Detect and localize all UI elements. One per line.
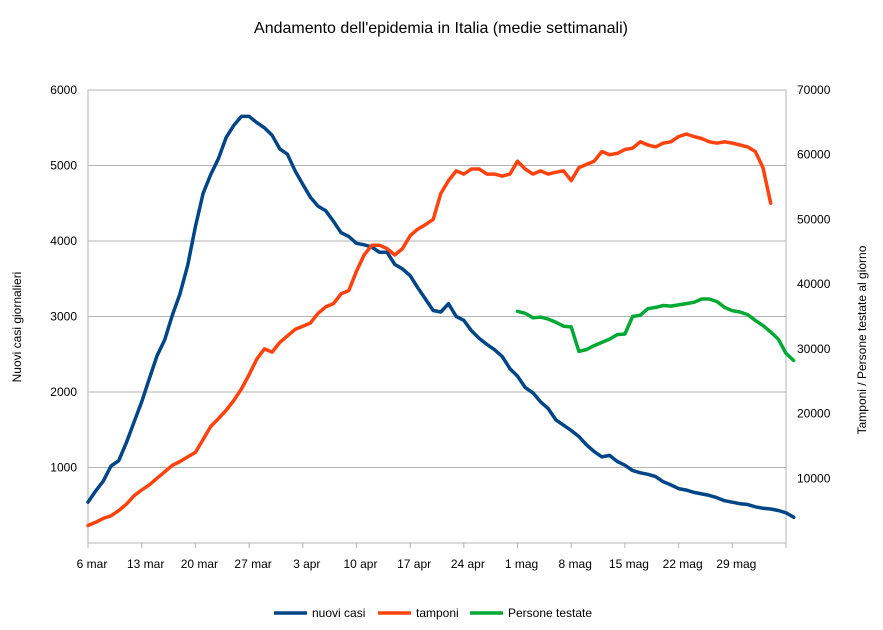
x-tick-label: 22 mag — [663, 557, 703, 571]
left-axis-ticks: 6000 5000 4000 3000 2000 1000 — [50, 83, 77, 475]
x-tick-label: 10 apr — [343, 557, 377, 571]
right-tick-label: 70000 — [797, 83, 831, 97]
chart-title: Andamento dell'epidemia in Italia (medie… — [254, 20, 628, 37]
x-tick-label: 13 mar — [127, 557, 164, 571]
left-tick-label: 2000 — [50, 385, 77, 399]
x-tick-label: 1 mag — [505, 557, 538, 571]
legend-label: Persone testate — [508, 606, 592, 620]
legend-label: nuovi casi — [312, 606, 365, 620]
left-tick-label: 4000 — [50, 234, 77, 248]
right-tick-label: 50000 — [797, 212, 831, 226]
x-axis-ticks: 6 mar 13 mar 20 mar 27 mar 3 apr 10 apr 17 apr… — [77, 543, 787, 571]
legend: nuovi casi tamponi Persone testate — [274, 606, 592, 620]
right-axis-ticks: 70000 60000 50000 40000 30000 20000 10000 — [797, 83, 831, 485]
x-tick-label: 6 mar — [77, 557, 108, 571]
right-axis-title: Tamponi / Persone testate al giorno — [855, 245, 869, 434]
right-tick-label: 60000 — [797, 148, 831, 162]
x-tick-label: 15 mag — [609, 557, 649, 571]
legend-label: tamponi — [416, 606, 459, 620]
x-tick-label: 17 apr — [397, 557, 431, 571]
right-tick-label: 10000 — [797, 471, 831, 485]
right-tick-label: 30000 — [797, 342, 831, 356]
series-lines — [86, 114, 796, 528]
left-axis-title: Nuovi casi giornalieri — [10, 272, 24, 383]
x-tick-label: 27 mar — [234, 557, 271, 571]
x-tick-label: 8 mag — [559, 557, 592, 571]
gridlines — [88, 89, 786, 468]
x-tick-label: 3 apr — [293, 557, 320, 571]
series-line-tamponi — [86, 132, 773, 528]
axes — [87, 90, 787, 544]
right-tick-label: 20000 — [797, 407, 831, 421]
x-tick-label: 20 mar — [181, 557, 218, 571]
series-line-nuovi-casi — [86, 114, 796, 520]
left-tick-label: 3000 — [50, 310, 77, 324]
left-tick-label: 5000 — [50, 159, 77, 173]
x-tick-label: 24 apr — [451, 557, 485, 571]
left-tick-label: 1000 — [50, 461, 77, 475]
right-tick-label: 40000 — [797, 277, 831, 291]
x-tick-label: 29 mag — [716, 557, 756, 571]
left-tick-label: 6000 — [50, 83, 77, 97]
series-line-persone-testate — [515, 297, 796, 363]
